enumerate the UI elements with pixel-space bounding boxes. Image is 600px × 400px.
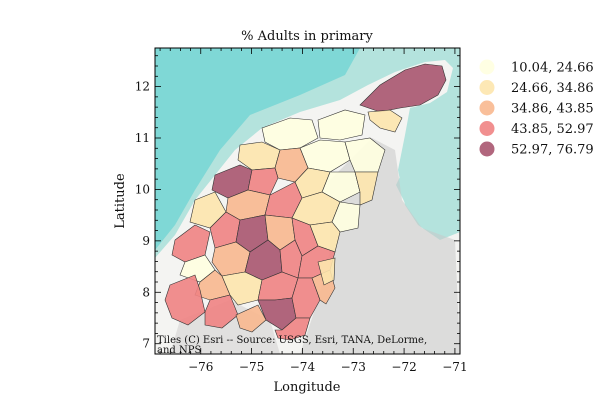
x-tick-label: −72	[391, 360, 416, 374]
x-axis-label: Longitude	[274, 380, 341, 395]
legend-label: 52.97, 76.79	[511, 143, 594, 158]
region-polygon	[317, 109, 366, 141]
region-polygon	[261, 117, 319, 151]
x-tick-label: −75	[239, 360, 264, 374]
region-polygon	[367, 109, 403, 133]
legend-swatch	[479, 141, 495, 157]
y-tick-label: 7	[142, 337, 150, 351]
y-tick-label: 11	[135, 131, 150, 145]
map-title: % Adults in primary	[241, 29, 373, 44]
region-polygon	[235, 304, 267, 333]
regions	[164, 63, 447, 341]
legend-swatch	[479, 100, 495, 116]
plot-frame	[154, 47, 461, 355]
region-polygon	[331, 201, 361, 233]
x-tick-label: −73	[341, 360, 366, 374]
tick-labels: −76 −75 −74 −73 −72 −71 7 8 9 10 11 12	[135, 80, 468, 374]
region-polygon	[317, 257, 336, 286]
y-axis-label: Latitude	[113, 173, 128, 229]
y-tick-label: 8	[142, 285, 150, 299]
attribution-line-2: and NPS	[157, 345, 201, 356]
y-tick-label: 10	[135, 182, 150, 196]
y-tick-label: 12	[135, 80, 150, 94]
region-polygon	[164, 274, 206, 326]
lagoon	[396, 140, 452, 232]
region-polygon	[247, 167, 279, 196]
region-polygon	[359, 63, 447, 113]
legend-label: 34.86, 43.85	[511, 102, 594, 117]
legend-swatch	[479, 59, 495, 75]
x-tick-label: −74	[290, 360, 316, 374]
region-polygon	[274, 317, 311, 341]
legend-swatch	[479, 80, 495, 95]
attribution-line-1: Tiles (C) Esri -- Source: USGS, Esri, TA…	[157, 335, 427, 346]
shallow-sea	[155, 48, 360, 250]
region-polygon	[354, 171, 379, 206]
legend-label: 24.66, 34.86	[511, 81, 594, 96]
y-tick-label: 9	[142, 234, 150, 248]
legend-swatch	[479, 121, 495, 136]
legend: 10.04, 24.66 24.66, 34.86 34.86, 43.85 43.8…	[479, 59, 594, 158]
x-tick-label: −76	[188, 360, 213, 374]
legend-label: 10.04, 24.66	[511, 61, 594, 76]
map-area	[155, 48, 460, 354]
legend-label: 43.85, 52.97	[511, 122, 594, 137]
ticks	[155, 48, 460, 355]
x-tick-label: −71	[442, 360, 467, 374]
